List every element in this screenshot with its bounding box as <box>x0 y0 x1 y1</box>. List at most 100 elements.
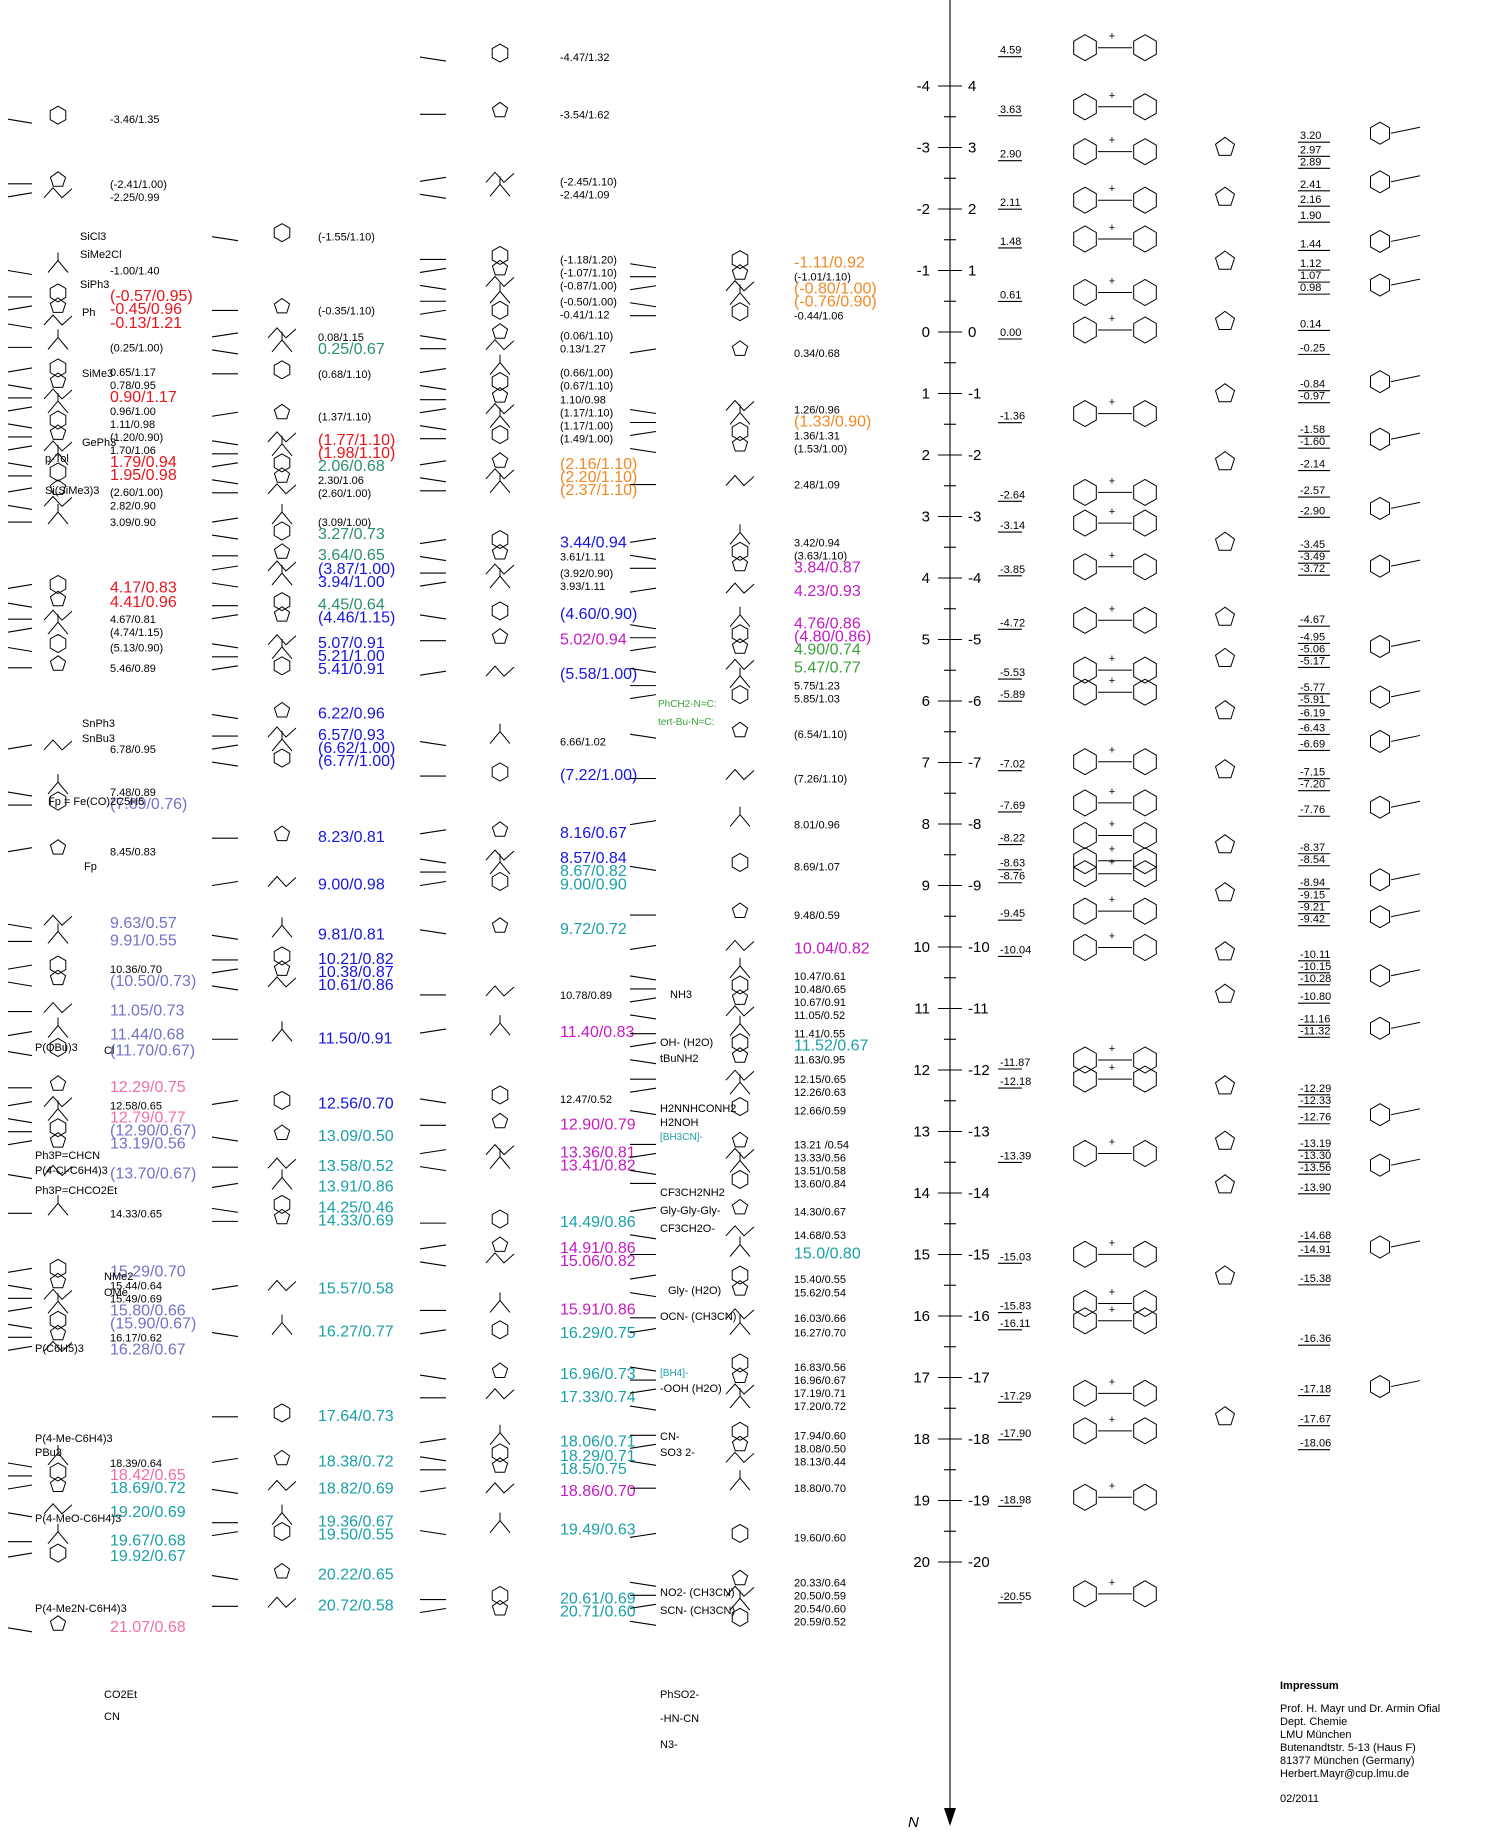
level-connector <box>211 968 239 974</box>
parameter-value: 13.58/0.52 <box>318 1158 394 1175</box>
level-connector <box>419 193 447 199</box>
cation-charge: + <box>1109 894 1115 906</box>
chain-structure <box>43 914 73 926</box>
substituent-bond <box>1390 1240 1421 1248</box>
level-connector <box>7 423 33 429</box>
level-connector <box>7 269 33 276</box>
level-connector <box>419 539 447 545</box>
parameter-value: 1.11/0.98 <box>110 419 155 431</box>
electrophile-value-right: -1.58 <box>1300 424 1325 436</box>
parameter-value: (7.69/0.76) <box>110 796 187 813</box>
level-connector <box>7 964 33 970</box>
level-connector <box>629 624 657 630</box>
level-connector <box>629 1110 657 1116</box>
ring-structure <box>1370 634 1390 658</box>
compound-label: N3- <box>660 1739 678 1751</box>
parameter-value: 12.26/0.63 <box>794 1087 846 1099</box>
n-tick-label: 8 <box>922 816 930 833</box>
ring-structure <box>49 969 67 986</box>
ring-structure <box>731 421 749 442</box>
nucleophile-column-4: -1.11/0.92(-1.01/1.10)(-0.80/1.00)(-0.76… <box>629 250 877 1751</box>
branch-structure <box>489 354 511 375</box>
parameter-value: 14.25/0.46 <box>318 1199 394 1216</box>
ring-structure <box>1073 789 1097 817</box>
level-connector <box>211 713 239 720</box>
parameter-value: (0.68/1.10) <box>318 369 371 381</box>
parameter-value: 13.33/0.56 <box>794 1152 846 1164</box>
compound-label: Fp <box>84 861 97 873</box>
e-tick-label: -9 <box>968 878 981 895</box>
ring-structure <box>731 1265 749 1285</box>
level-connector <box>211 665 239 671</box>
ring-structure <box>49 791 67 811</box>
ring-structure <box>49 1132 67 1148</box>
level-connector <box>419 614 447 620</box>
parameter-value: (3.09/1.00) <box>318 517 371 529</box>
electrophile-value-right: -6.69 <box>1300 738 1325 750</box>
parameter-value: 20.61/0.69 <box>560 1591 636 1608</box>
parameter-value: 3.93/1.11 <box>560 581 605 593</box>
ring-structure <box>49 1075 67 1091</box>
parameter-value: 5.85/1.03 <box>794 694 840 706</box>
parameter-value: 0.25/0.67 <box>318 341 385 358</box>
ring-structure <box>1370 964 1390 988</box>
ring-structure <box>1214 1174 1236 1194</box>
cation-charge: + <box>1109 135 1115 147</box>
ring-structure <box>1214 250 1236 270</box>
branch-structure <box>729 957 751 979</box>
cation-charge: + <box>1109 1043 1115 1055</box>
ring-structure <box>1073 678 1097 706</box>
parameter-value: (7.22/1.00) <box>560 767 637 784</box>
electrophile-value-left: -20.55 <box>1000 1591 1031 1603</box>
ring-structure <box>1370 554 1390 578</box>
compound-label: P(C6H5)3 <box>35 1343 84 1355</box>
impressum-date: 02/2011 <box>1280 1793 1319 1805</box>
electrophile-value-left: -3.85 <box>1000 564 1025 576</box>
level-connector <box>211 643 239 649</box>
ring-structure <box>49 574 67 595</box>
ring-structure <box>273 1522 291 1542</box>
e-tick-label: -10 <box>968 939 990 956</box>
ring-structure <box>49 358 67 378</box>
ring-structure <box>491 1112 509 1129</box>
parameter-value: 17.33/0.74 <box>560 1389 636 1406</box>
n-tick-label: 7 <box>922 755 930 772</box>
level-connector <box>629 694 657 700</box>
compound-label: [BH3CN]- <box>660 1132 703 1143</box>
branch-structure <box>47 923 69 944</box>
level-connector <box>7 1627 33 1633</box>
parameter-value: 17.94/0.60 <box>794 1430 846 1442</box>
parameter-value: 19.20/0.69 <box>110 1504 186 1521</box>
ring-structure <box>273 1449 291 1466</box>
parameter-value: 5.02/0.94 <box>560 632 627 649</box>
ring-structure <box>273 825 291 842</box>
parameter-value: 18.29/0.71 <box>560 1448 636 1465</box>
electrophile-value-right: -5.06 <box>1300 643 1325 655</box>
n-tick-label: -2 <box>917 201 930 218</box>
parameter-value: 19.50/0.55 <box>318 1527 394 1544</box>
level-connector <box>419 1244 447 1250</box>
ring-structure <box>1133 553 1157 581</box>
ring-structure <box>1073 748 1097 776</box>
impressum-heading: Impressum <box>1280 1680 1339 1692</box>
parameter-value: (-0.50/1.00) <box>560 296 617 308</box>
cation-charge: + <box>1109 930 1115 942</box>
cation-charge: + <box>1109 1414 1115 1426</box>
ring-structure <box>1073 1379 1097 1407</box>
ring-structure <box>1214 882 1236 902</box>
level-connector <box>211 479 239 485</box>
electrophile-value-right: -1.60 <box>1300 436 1325 448</box>
parameter-value: 19.60/0.60 <box>794 1532 846 1544</box>
chain-structure <box>43 314 73 326</box>
branch-structure <box>729 1470 751 1491</box>
parameter-value: -0.45/0.96 <box>110 301 182 318</box>
substituent-bond <box>1390 432 1421 440</box>
parameter-value: 8.69/1.07 <box>794 861 840 873</box>
parameter-value: 0.90/1.17 <box>110 389 177 406</box>
electrophile-value-right: 2.41 <box>1300 179 1321 191</box>
parameter-value: (1.20/0.90) <box>110 432 163 444</box>
level-connector <box>211 985 239 991</box>
compound-label: SCN- (CH3CN) <box>660 1605 735 1617</box>
parameter-value: 12.29/0.75 <box>110 1079 186 1096</box>
cation-charge: + <box>1109 90 1115 102</box>
